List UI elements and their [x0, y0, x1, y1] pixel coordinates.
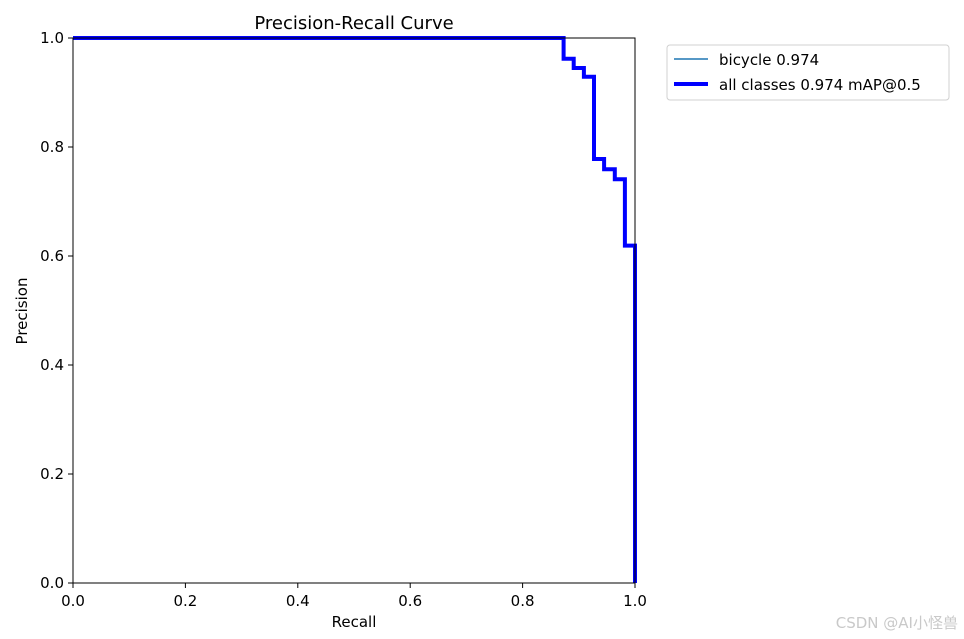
x-axis-label: Recall — [332, 613, 377, 631]
legend-frame — [666, 44, 950, 101]
series-lines — [73, 36, 637, 583]
y-tick-label: 1.0 — [40, 29, 64, 47]
x-tick-label: 0.8 — [511, 592, 535, 610]
series-line-bicycle — [73, 37, 636, 583]
legend: bicycle 0.974 all classes 0.974 mAP@0.5 — [666, 44, 950, 101]
chart-title: Precision-Recall Curve — [254, 13, 453, 34]
y-tick-label: 0.4 — [40, 356, 64, 374]
series-line-all-classes — [73, 36, 637, 583]
x-tick-label: 1.0 — [623, 592, 647, 610]
legend-label-bicycle: bicycle 0.974 — [719, 51, 819, 69]
x-ticks: 0.0 0.2 0.4 0.6 0.8 1.0 — [61, 583, 647, 610]
x-tick-label: 0.4 — [286, 592, 310, 610]
y-tick-label: 0.6 — [40, 247, 64, 265]
y-axis-label: Precision — [13, 278, 31, 345]
x-tick-label: 0.0 — [61, 592, 85, 610]
y-tick-label: 0.8 — [40, 138, 64, 156]
y-tick-label: 0.0 — [40, 574, 64, 592]
plot-frame — [72, 37, 636, 584]
legend-label-all-classes: all classes 0.974 mAP@0.5 — [719, 76, 921, 94]
plot-area: 0.0 0.2 0.4 0.6 0.8 1.0 0.0 0.2 0.4 0.6 0.8 1.0 — [40, 29, 647, 610]
x-tick-label: 0.6 — [398, 592, 422, 610]
y-tick-label: 0.2 — [40, 465, 64, 483]
x-tick-label: 0.2 — [173, 592, 197, 610]
y-ticks: 0.0 0.2 0.4 0.6 0.8 1.0 — [40, 29, 73, 592]
watermark: CSDN @AI小怪兽 — [835, 614, 958, 632]
